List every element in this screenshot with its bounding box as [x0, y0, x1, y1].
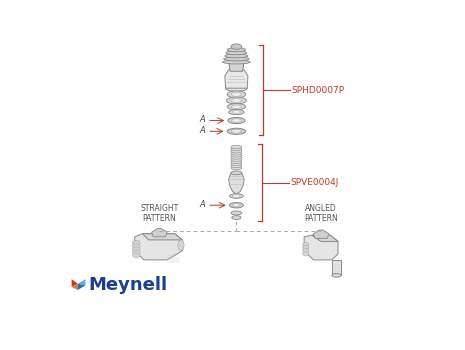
Ellipse shape [227, 104, 246, 110]
Ellipse shape [231, 99, 242, 103]
Ellipse shape [303, 246, 309, 250]
Polygon shape [142, 234, 182, 240]
Ellipse shape [229, 194, 243, 198]
Ellipse shape [228, 118, 245, 124]
Ellipse shape [226, 97, 246, 104]
Ellipse shape [231, 152, 242, 155]
Ellipse shape [223, 60, 250, 64]
Ellipse shape [232, 195, 240, 197]
Polygon shape [313, 230, 329, 238]
Ellipse shape [232, 119, 241, 122]
Ellipse shape [231, 164, 242, 168]
Ellipse shape [133, 253, 140, 258]
Ellipse shape [231, 145, 242, 149]
Text: STRAIGHT
PATTERN: STRAIGHT PATTERN [140, 204, 179, 223]
Ellipse shape [231, 92, 241, 96]
Ellipse shape [229, 203, 243, 208]
Text: SPVE0004J: SPVE0004J [290, 178, 339, 187]
Ellipse shape [231, 162, 242, 166]
Ellipse shape [133, 241, 140, 245]
Polygon shape [332, 260, 341, 275]
Polygon shape [78, 284, 86, 290]
Ellipse shape [231, 149, 242, 153]
Text: A: A [199, 126, 205, 135]
Ellipse shape [227, 48, 246, 51]
Ellipse shape [133, 244, 140, 248]
Ellipse shape [133, 250, 140, 254]
Ellipse shape [231, 171, 242, 175]
Text: A: A [199, 200, 205, 209]
Polygon shape [304, 235, 338, 260]
Text: A: A [199, 115, 205, 124]
Text: Meynell: Meynell [88, 275, 168, 294]
Ellipse shape [231, 160, 242, 163]
Polygon shape [135, 234, 182, 260]
Polygon shape [312, 235, 338, 241]
Polygon shape [229, 173, 244, 195]
Polygon shape [225, 70, 248, 88]
Ellipse shape [232, 216, 241, 219]
Ellipse shape [231, 156, 242, 159]
Ellipse shape [231, 44, 242, 49]
Ellipse shape [224, 57, 249, 61]
Ellipse shape [227, 128, 246, 134]
Ellipse shape [303, 249, 309, 253]
Ellipse shape [226, 51, 247, 55]
Polygon shape [78, 279, 86, 285]
Polygon shape [72, 284, 78, 290]
Ellipse shape [332, 273, 341, 277]
Ellipse shape [231, 154, 242, 157]
Polygon shape [152, 228, 167, 237]
Ellipse shape [231, 158, 242, 161]
Ellipse shape [232, 204, 240, 207]
Ellipse shape [227, 91, 246, 98]
Ellipse shape [225, 54, 248, 58]
Text: SPHD0007P: SPHD0007P [292, 86, 345, 94]
Polygon shape [72, 279, 78, 287]
Ellipse shape [303, 243, 309, 246]
Ellipse shape [232, 111, 240, 113]
Ellipse shape [226, 85, 247, 91]
Ellipse shape [133, 247, 140, 251]
Polygon shape [229, 62, 244, 71]
Ellipse shape [303, 252, 309, 256]
Ellipse shape [231, 105, 241, 108]
Ellipse shape [178, 240, 184, 251]
Ellipse shape [231, 147, 242, 151]
Ellipse shape [229, 109, 244, 115]
Ellipse shape [231, 211, 242, 215]
Ellipse shape [231, 130, 242, 133]
Text: ANGLED
PATTERN: ANGLED PATTERN [304, 204, 338, 223]
Ellipse shape [231, 166, 242, 170]
